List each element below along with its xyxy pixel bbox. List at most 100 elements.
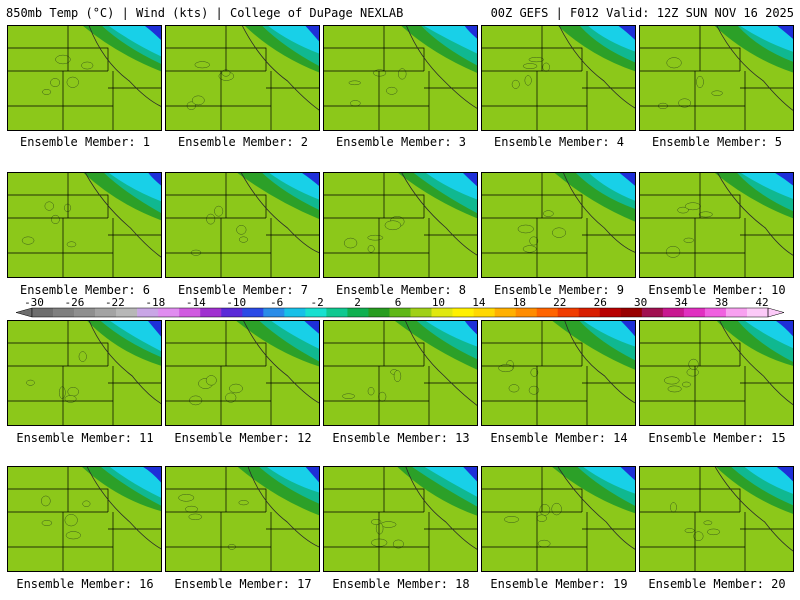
ensemble-map-panel: [165, 320, 320, 426]
terrain-cold-pocket: [50, 78, 61, 88]
colorbar-swatch: [662, 308, 685, 317]
isotherm-contour: [405, 467, 477, 550]
temperature-map: [640, 321, 793, 425]
ensemble-map-panel: [7, 172, 162, 278]
colorbar-tick-label: 14: [472, 296, 486, 309]
terrain-cold-pocket: [677, 206, 689, 214]
terrain-cold-pocket: [386, 86, 398, 95]
state-borders: [640, 321, 793, 425]
colorbar-tick-label: -6: [270, 296, 284, 309]
terrain-cold-pocket: [536, 514, 547, 522]
isotherm-contour: [405, 321, 477, 406]
terrain-cold-pocket: [81, 61, 94, 70]
cyan-band: [740, 26, 793, 52]
ensemble-member-label: Ensemble Member: 12: [174, 431, 312, 445]
terrain-cold-pocket: [530, 368, 539, 377]
cyan-band: [583, 321, 635, 347]
cold-core-band: [618, 26, 635, 40]
terrain-cold-pocket: [537, 539, 551, 548]
terrain-cold-pocket: [214, 205, 224, 217]
colorbar-swatch: [725, 308, 748, 317]
ensemble-member-label: Ensemble Member: 5: [651, 135, 783, 149]
colorbar-tick-label: 18: [512, 296, 526, 309]
isotherm-contour: [717, 173, 793, 256]
colorbar-swatch: [746, 308, 769, 317]
ensemble-map-panel: [639, 466, 794, 572]
colorbar-swatch: [158, 308, 180, 317]
cold-core-band: [305, 26, 319, 42]
ensemble-map-panel: [7, 466, 162, 572]
state-borders: [640, 467, 793, 571]
terrain-cold-pocket: [682, 381, 691, 388]
isotherm-contour: [88, 321, 161, 405]
cold-core-band: [302, 173, 319, 186]
colorbar-swatch: [578, 308, 601, 317]
cyan-band: [110, 321, 161, 352]
temperature-colorbar: -30 -26 -22 -18 -14 -10 -6 -2 2 6 10 14 18 22 26 30 34 38…: [14, 296, 786, 322]
colorbar-tick-label: -14: [185, 296, 206, 309]
temperature-map: [166, 467, 319, 571]
temperature-map: [324, 321, 477, 425]
terrain-cold-pocket: [522, 245, 537, 253]
ensemble-map-panel: [639, 172, 794, 278]
terrain-cold-pocket: [188, 513, 203, 521]
colorbar-swatch: [368, 308, 390, 317]
terrain-cold-pocket: [55, 54, 71, 65]
colorbar-tick-label: -18: [145, 296, 166, 309]
colorbar-swatch: [326, 308, 348, 317]
terrain-cold-pocket: [64, 203, 72, 213]
colorbar-tick-label: 6: [394, 296, 402, 309]
colorbar-swatch: [536, 308, 559, 317]
terrain-cold-pocket: [26, 379, 35, 386]
header: 850mb Temp (°C) | Wind (kts) | College o…: [0, 0, 800, 24]
ensemble-member-label: Ensemble Member: 1: [19, 135, 151, 149]
cyan-band: [589, 173, 635, 201]
isotherm-contour: [401, 173, 477, 256]
terrain-cold-pocket: [44, 201, 54, 211]
ensemble-member-label: Ensemble Member: 14: [490, 431, 628, 445]
terrain-cold-pocket: [707, 528, 721, 536]
ensemble-member-label: Ensemble Member: 4: [493, 135, 625, 149]
cyan-band: [267, 467, 319, 493]
terrain-cold-pocket: [529, 236, 539, 246]
ensemble-map-panel: [323, 25, 478, 131]
colorbar-max-arrow: [767, 307, 785, 318]
ensemble-map-panel: [639, 25, 794, 131]
ensemble-map-panel: [481, 25, 636, 131]
state-borders: [640, 26, 793, 130]
light-green-band: [324, 43, 477, 130]
terrain-cold-pocket: [498, 364, 514, 373]
ensemble-map-panel: [323, 320, 478, 426]
terrain-cold-pocket: [367, 234, 384, 241]
colorbar-tick-label: 30: [634, 296, 648, 309]
temperature-map: [324, 26, 477, 130]
terrain-cold-pocket: [342, 393, 355, 399]
colorbar-swatch: [410, 308, 432, 317]
terrain-cold-pocket: [66, 241, 77, 248]
cyan-band: [108, 173, 161, 202]
terrain-cold-pocket: [666, 57, 682, 69]
cold-core-band: [463, 173, 477, 187]
state-borders: [324, 173, 477, 277]
ensemble-map-panel: [165, 25, 320, 131]
cold-core-band: [619, 173, 635, 186]
terrain-cold-pocket: [82, 500, 91, 507]
terrain-cold-pocket: [229, 383, 243, 394]
ensemble-map-panel: [481, 172, 636, 278]
terrain-cold-pocket: [51, 214, 60, 224]
ensemble-member-label: Ensemble Member: 6: [19, 283, 151, 297]
isotherm-contour: [719, 321, 793, 406]
isotherm-contour: [714, 467, 793, 552]
isotherm-contour: [86, 467, 161, 550]
terrain-cold-pocket: [206, 213, 216, 225]
colorbar-tick-label: -2: [310, 296, 324, 309]
ensemble-map-panel: [481, 466, 636, 572]
terrain-cold-pocket: [696, 75, 704, 89]
cold-core-band: [148, 321, 161, 337]
temperature-map: [166, 26, 319, 130]
terrain-cold-pocket: [370, 519, 382, 525]
temperature-map: [8, 467, 161, 571]
cold-core-band: [620, 321, 635, 337]
isotherm-contour: [557, 467, 635, 550]
ensemble-map-panel: [481, 320, 636, 426]
